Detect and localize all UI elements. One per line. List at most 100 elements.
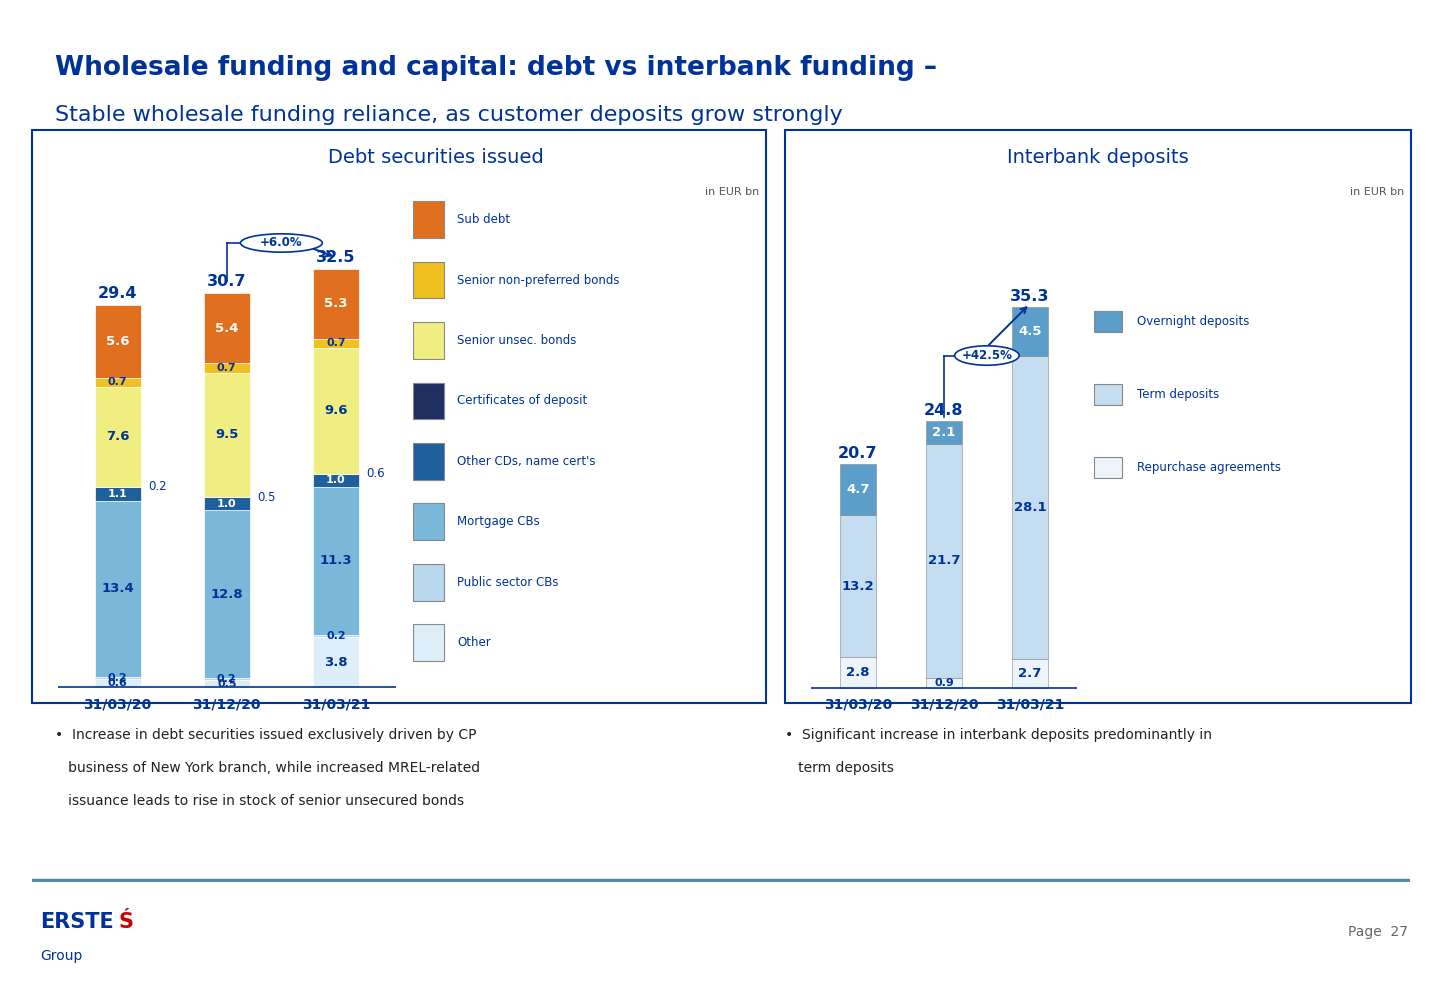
Text: •  Significant increase in interbank deposits predominantly in: • Significant increase in interbank depo… bbox=[785, 728, 1212, 742]
Text: Interbank deposits: Interbank deposits bbox=[1007, 148, 1189, 166]
Text: +42.5%: +42.5% bbox=[962, 349, 1012, 362]
Text: 11.3: 11.3 bbox=[320, 554, 353, 567]
Bar bbox=[312, 637, 359, 687]
Bar bbox=[95, 387, 141, 487]
Text: 29.4: 29.4 bbox=[98, 285, 137, 301]
Text: 9.5: 9.5 bbox=[215, 429, 239, 442]
Text: in EUR bn: in EUR bn bbox=[1349, 187, 1404, 197]
Text: Other CDs, name cert's: Other CDs, name cert's bbox=[458, 455, 596, 468]
Text: 7.6: 7.6 bbox=[107, 431, 130, 444]
Bar bbox=[1012, 659, 1048, 688]
Text: 30.7: 30.7 bbox=[207, 274, 246, 289]
Text: 5.4: 5.4 bbox=[215, 322, 239, 335]
Text: 0.7: 0.7 bbox=[108, 378, 128, 388]
Bar bbox=[95, 487, 141, 501]
Ellipse shape bbox=[240, 234, 323, 252]
Bar bbox=[95, 677, 141, 679]
Bar bbox=[1012, 356, 1048, 659]
Bar bbox=[204, 680, 249, 687]
Bar bbox=[204, 293, 249, 364]
Text: issuance leads to rise in stock of senior unsecured bonds: issuance leads to rise in stock of senio… bbox=[55, 794, 464, 808]
Text: Page  27: Page 27 bbox=[1348, 925, 1408, 939]
Bar bbox=[312, 269, 359, 339]
Text: Certificates of deposit: Certificates of deposit bbox=[458, 395, 588, 408]
Bar bbox=[204, 373, 249, 498]
Bar bbox=[840, 515, 876, 657]
Text: 0.2: 0.2 bbox=[148, 481, 167, 494]
Text: ERSTE: ERSTE bbox=[40, 912, 114, 932]
Text: term deposits: term deposits bbox=[785, 761, 894, 775]
Bar bbox=[312, 339, 359, 348]
Bar bbox=[1094, 311, 1123, 332]
Text: +6.0%: +6.0% bbox=[261, 236, 302, 249]
Bar bbox=[204, 364, 249, 373]
Text: 2.7: 2.7 bbox=[1018, 667, 1041, 680]
Text: 2.1: 2.1 bbox=[932, 426, 956, 439]
Text: •  Increase in debt securities issued exclusively driven by CP: • Increase in debt securities issued exc… bbox=[55, 728, 477, 742]
Bar bbox=[785, 130, 1411, 703]
Text: in EUR bn: in EUR bn bbox=[704, 187, 759, 197]
Bar bbox=[312, 348, 359, 474]
Text: 0.5: 0.5 bbox=[217, 679, 236, 689]
Bar bbox=[926, 444, 962, 678]
Bar bbox=[95, 679, 141, 687]
Text: Other: Other bbox=[458, 636, 491, 649]
Text: 0.6: 0.6 bbox=[367, 467, 384, 480]
Text: 13.2: 13.2 bbox=[841, 580, 874, 593]
Bar bbox=[840, 657, 876, 688]
Text: 1.0: 1.0 bbox=[217, 498, 236, 508]
Bar bbox=[204, 510, 249, 678]
Text: Senior non-preferred bonds: Senior non-preferred bonds bbox=[458, 273, 619, 286]
Bar bbox=[413, 564, 444, 600]
Text: 20.7: 20.7 bbox=[838, 447, 878, 462]
Text: Group: Group bbox=[40, 949, 82, 963]
Text: Stable wholesale funding reliance, as customer deposits grow strongly: Stable wholesale funding reliance, as cu… bbox=[55, 105, 842, 125]
Text: 5.3: 5.3 bbox=[324, 297, 347, 310]
Bar bbox=[312, 487, 359, 635]
Text: 12.8: 12.8 bbox=[210, 587, 243, 600]
Text: 21.7: 21.7 bbox=[927, 554, 960, 567]
Text: 1.1: 1.1 bbox=[108, 489, 128, 498]
Bar bbox=[926, 422, 962, 444]
Bar bbox=[926, 678, 962, 688]
Bar bbox=[95, 304, 141, 378]
Text: 2.8: 2.8 bbox=[847, 666, 870, 679]
Text: Overnight deposits: Overnight deposits bbox=[1136, 315, 1248, 328]
Text: 3.8: 3.8 bbox=[324, 656, 348, 669]
Text: business of New York branch, while increased MREL-related: business of New York branch, while incre… bbox=[55, 761, 480, 775]
Text: 9.6: 9.6 bbox=[324, 404, 347, 417]
Text: Mortgage CBs: Mortgage CBs bbox=[458, 515, 540, 528]
Bar bbox=[1094, 384, 1123, 405]
Bar bbox=[413, 383, 444, 420]
Bar bbox=[312, 635, 359, 637]
Text: Ś: Ś bbox=[118, 912, 132, 932]
Ellipse shape bbox=[955, 346, 1020, 365]
Text: 0.9: 0.9 bbox=[935, 678, 953, 688]
Text: 0.2: 0.2 bbox=[325, 631, 346, 641]
Text: 4.7: 4.7 bbox=[847, 484, 870, 497]
Text: Senior unsec. bonds: Senior unsec. bonds bbox=[458, 334, 576, 347]
Text: Wholesale funding and capital: debt vs interbank funding –: Wholesale funding and capital: debt vs i… bbox=[55, 55, 937, 81]
Text: 0.5: 0.5 bbox=[258, 491, 276, 503]
Bar bbox=[413, 262, 444, 298]
Bar bbox=[32, 130, 766, 703]
Text: 28.1: 28.1 bbox=[1014, 500, 1047, 513]
Bar bbox=[413, 322, 444, 359]
Bar bbox=[1012, 307, 1048, 356]
Bar bbox=[413, 624, 444, 661]
Text: 24.8: 24.8 bbox=[924, 403, 963, 418]
Bar bbox=[95, 501, 141, 677]
Bar bbox=[840, 465, 876, 515]
Text: 0.6: 0.6 bbox=[108, 678, 128, 688]
Text: Term deposits: Term deposits bbox=[1136, 388, 1218, 401]
Bar bbox=[204, 678, 249, 680]
Text: 1.0: 1.0 bbox=[325, 475, 346, 486]
Text: 0.7: 0.7 bbox=[217, 363, 236, 373]
Text: 5.6: 5.6 bbox=[107, 335, 130, 348]
Bar bbox=[1094, 457, 1123, 478]
Text: 32.5: 32.5 bbox=[317, 250, 356, 265]
Text: 4.5: 4.5 bbox=[1018, 325, 1041, 338]
Text: Repurchase agreements: Repurchase agreements bbox=[1136, 461, 1280, 474]
Text: Sub debt: Sub debt bbox=[458, 213, 510, 226]
Text: 0.2: 0.2 bbox=[108, 673, 128, 683]
